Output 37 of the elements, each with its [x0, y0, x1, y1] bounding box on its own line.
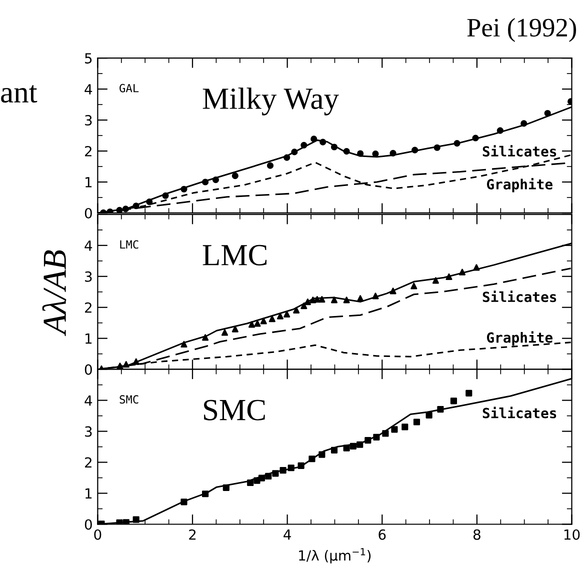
y-tick-label: 0 — [84, 208, 92, 218]
annotation: SMC — [120, 395, 138, 404]
annotation: GAL — [120, 84, 139, 92]
x-tick-label: 8 — [473, 529, 480, 540]
y-tick-label: 0 — [84, 364, 92, 375]
y-tick-label: 2 — [85, 457, 92, 468]
y-tick-label: 3 — [85, 115, 92, 126]
y-tick-label: 4 — [84, 240, 92, 251]
annotation: LMC — [120, 240, 138, 249]
y-tick-label: 4 — [84, 84, 92, 94]
x-tick-label: 2 — [189, 529, 196, 540]
x-tick-label: 4 — [284, 530, 291, 540]
y-tick-label: 4 — [84, 395, 92, 406]
annotation: SMC — [204, 400, 265, 420]
x-tick-label: 0 — [94, 529, 102, 540]
annotation: Graphite — [486, 178, 552, 192]
annotation: Milky Way — [202, 88, 339, 116]
y-tick-label: 2 — [85, 146, 92, 156]
x-tick-label: 10 — [564, 529, 580, 540]
y-tick-label: 5 — [85, 53, 92, 64]
y-tick-label: 3 — [85, 426, 92, 437]
y-tick-label: 1 — [86, 334, 92, 344]
y-tick-label: 3 — [85, 271, 92, 282]
annotation: Silicates — [482, 406, 556, 418]
annotation: Silicates — [482, 290, 556, 302]
y-tick-label: 0 — [84, 519, 92, 530]
y-tick-label: 1 — [86, 177, 92, 188]
x-axis-title: 1/λ (μm$^{−1}$) — [299, 548, 371, 564]
y-axis-title: Aλ/AB — [42, 250, 66, 336]
y-tick-label: 2 — [85, 302, 92, 313]
text: ant — [1, 85, 38, 103]
y-tick-label: 1 — [86, 488, 92, 499]
annotation: Silicates — [482, 145, 556, 157]
annotation: Graphite — [486, 331, 552, 346]
x-tick-label: 6 — [378, 529, 386, 540]
annotation: LMC — [202, 244, 267, 266]
chart-title: Pei (1992) — [467, 18, 576, 42]
